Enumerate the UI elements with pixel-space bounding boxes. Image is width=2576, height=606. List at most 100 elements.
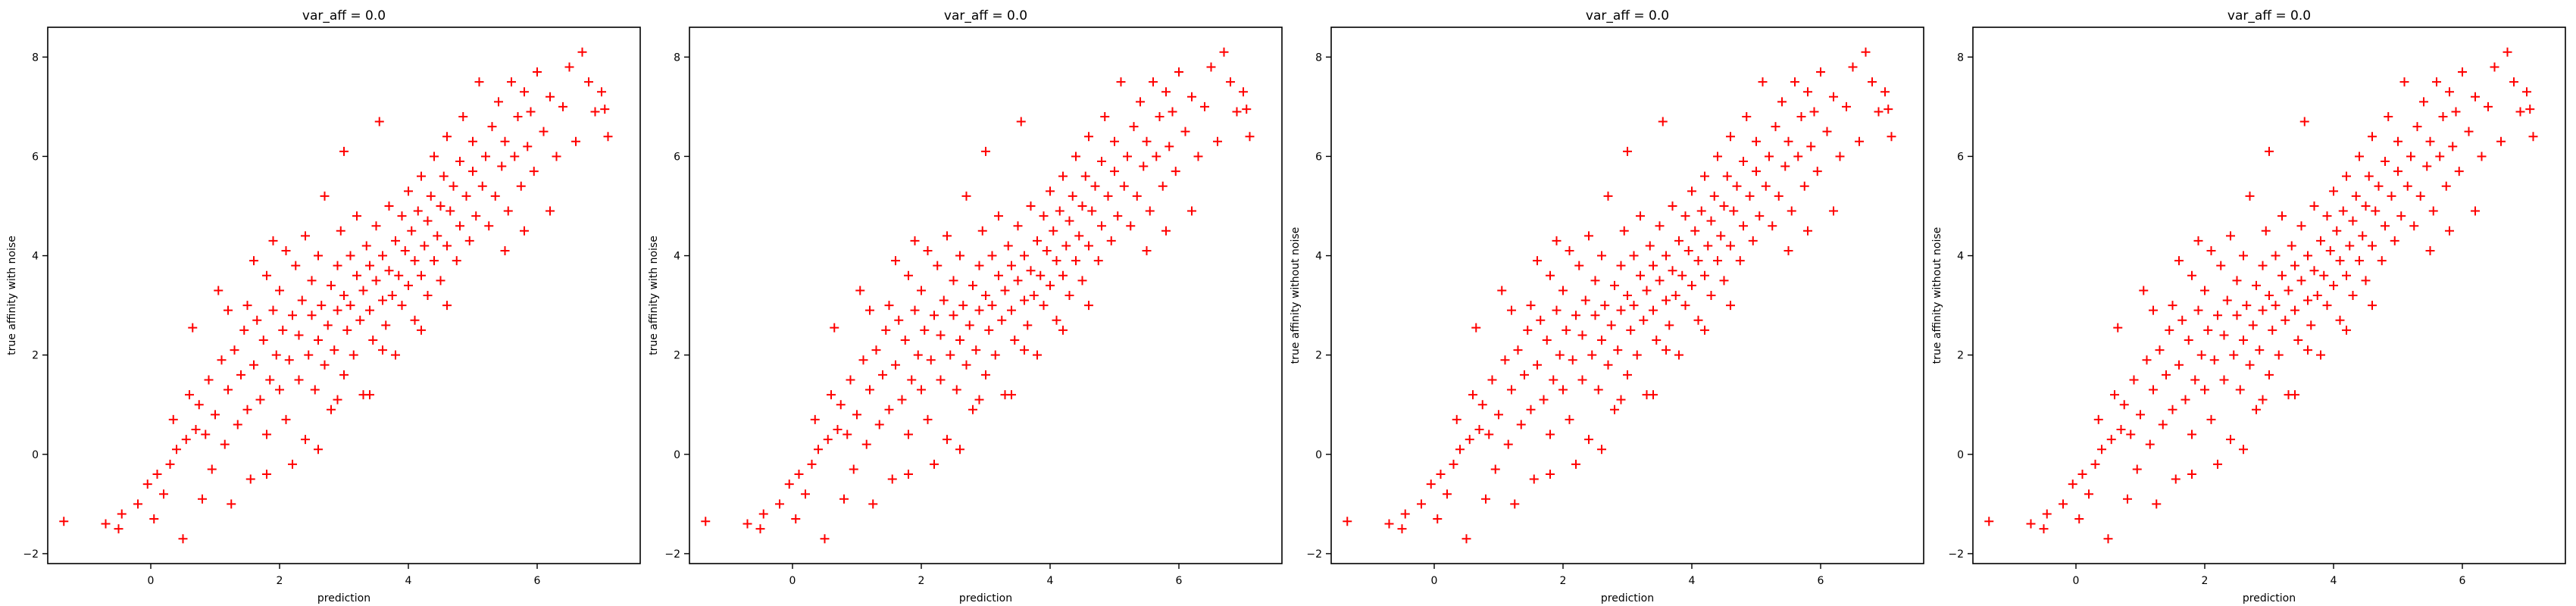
data-point (564, 62, 574, 72)
data-point (1616, 395, 1626, 405)
data-point (1752, 167, 1761, 176)
data-point (371, 221, 381, 231)
data-point (1026, 266, 1036, 276)
data-point (930, 311, 939, 320)
data-point (365, 305, 374, 315)
data-point (165, 459, 175, 469)
axes-frame (1330, 27, 1924, 564)
data-point (207, 464, 217, 474)
data-point (2445, 87, 2454, 97)
data-point (2371, 206, 2381, 216)
data-point (2271, 251, 2281, 261)
data-point (2209, 355, 2219, 365)
data-point (410, 256, 420, 266)
data-point (1100, 112, 1110, 121)
data-point (2187, 430, 2196, 439)
data-point (433, 231, 442, 241)
data-point (2245, 360, 2255, 370)
data-point (1084, 132, 1093, 142)
data-point (1761, 181, 1771, 191)
data-point (539, 127, 549, 136)
data-point (904, 470, 913, 479)
data-point (214, 286, 224, 295)
data-point (917, 385, 926, 395)
data-point (404, 280, 413, 290)
data-point (2222, 295, 2232, 305)
data-point (2284, 286, 2293, 295)
data-point (2509, 77, 2518, 87)
data-point (1016, 117, 1026, 127)
data-point (2484, 102, 2493, 111)
data-point (2248, 320, 2258, 330)
data-point (2155, 345, 2165, 355)
data-point (1087, 206, 1097, 216)
data-point (513, 112, 523, 121)
data-point (758, 509, 768, 519)
data-point (1033, 350, 1042, 360)
data-point (384, 201, 394, 211)
data-point (1719, 201, 1729, 211)
data-point (497, 161, 507, 171)
x-tick-label: 0 (148, 575, 155, 587)
data-point (1842, 102, 1851, 111)
data-point (1064, 291, 1074, 300)
data-point (1703, 241, 1713, 251)
data-point (355, 315, 365, 325)
data-point (968, 405, 977, 414)
data-point (1213, 136, 1222, 146)
data-point (224, 305, 233, 315)
data-point (913, 350, 923, 360)
data-point (1462, 534, 1471, 544)
data-point (327, 405, 336, 414)
data-point (1803, 87, 1812, 97)
data-point (152, 470, 162, 479)
data-point (320, 360, 330, 370)
data-point (2361, 201, 2371, 211)
data-point (2252, 405, 2261, 414)
data-point (1674, 236, 1683, 245)
data-point (381, 320, 391, 330)
data-point (327, 280, 336, 290)
data-point (1152, 152, 1161, 161)
data-point (2319, 270, 2329, 280)
data-point (262, 430, 271, 439)
data-point (1739, 221, 1748, 231)
data-point (413, 206, 423, 216)
x-tick-label: 6 (1818, 575, 1824, 587)
data-point (1880, 87, 1890, 97)
data-point (142, 479, 152, 489)
data-point (1074, 231, 1084, 241)
data-point (307, 276, 317, 286)
data-point (224, 385, 233, 395)
data-point (1058, 325, 1068, 335)
data-point (1793, 152, 1803, 161)
subplot-3: var_aff = 0.0 0 2 4 6 −2 0 2 4 6 8 prediction true a… (1290, 8, 1924, 604)
data-point (1771, 122, 1780, 132)
data-point (442, 132, 452, 142)
data-point (349, 350, 358, 360)
data-point (2265, 146, 2274, 156)
data-point (1384, 519, 1394, 529)
data-point (314, 445, 323, 454)
data-point (2312, 291, 2322, 300)
data-point (1180, 127, 1190, 136)
y-tick-label: 4 (1315, 251, 1322, 263)
axes-frame (689, 27, 1283, 564)
data-point (1765, 152, 1774, 161)
data-points (701, 47, 1255, 544)
y-axis-label: true affinity without noise (1931, 227, 1943, 364)
data-point (1555, 350, 1565, 360)
data-point (2190, 375, 2200, 385)
data-point (423, 291, 433, 300)
data-point (59, 517, 69, 526)
data-point (2174, 360, 2184, 370)
data-point (1665, 320, 1674, 330)
data-point (439, 171, 449, 181)
data-point (1552, 305, 1562, 315)
data-point (1449, 459, 1458, 469)
data-point (1652, 336, 1662, 345)
data-point (1655, 221, 1665, 231)
data-point (397, 301, 407, 311)
data-point (352, 270, 361, 280)
data-point (2377, 256, 2387, 266)
